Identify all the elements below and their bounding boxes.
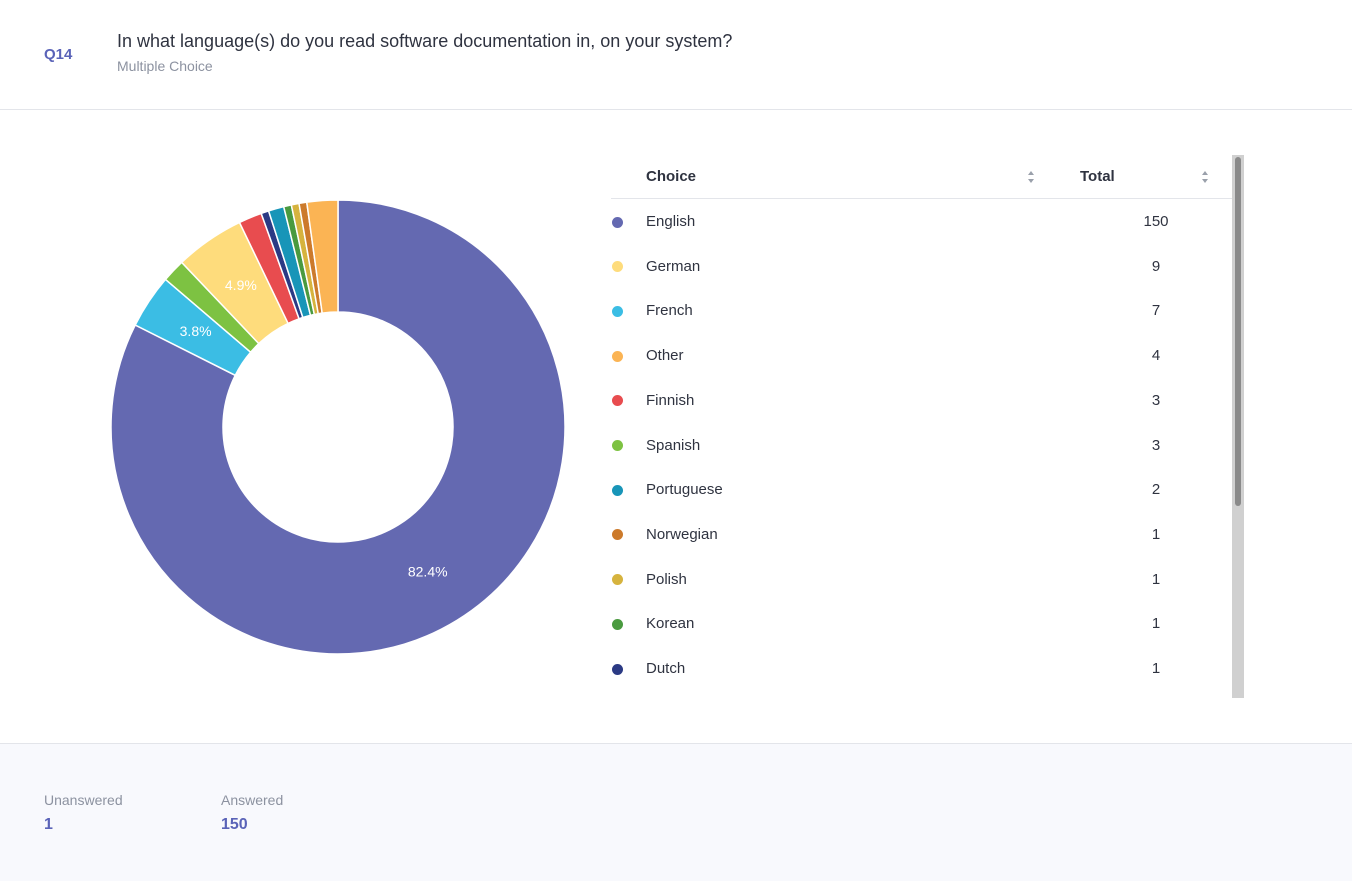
legend-dot bbox=[612, 618, 623, 630]
choice-total: 9 bbox=[1151, 257, 1161, 275]
legend-dot bbox=[612, 574, 623, 586]
column-header: Choice bbox=[646, 168, 697, 185]
choice-total: 7 bbox=[1151, 302, 1161, 320]
choice-label: Dutch bbox=[646, 660, 686, 677]
scrollbar[interactable] bbox=[1232, 155, 1244, 698]
stat-label: Answered bbox=[221, 792, 284, 808]
choice-total: 4 bbox=[1151, 347, 1161, 365]
legend-dot bbox=[612, 440, 623, 451]
stat-value: 150 bbox=[221, 816, 248, 833]
choice-total: 1 bbox=[1151, 660, 1161, 677]
choice-label: Portuguese bbox=[646, 481, 723, 499]
choice-label: Spanish bbox=[646, 436, 701, 454]
choice-label: German bbox=[646, 257, 701, 275]
segment-label: 4.9% bbox=[225, 277, 257, 293]
choice-total: 3 bbox=[1151, 436, 1161, 454]
donut-segment bbox=[110, 199, 566, 655]
results-table: Choice Total English 150 German 9 French 7 Other… bbox=[611, 155, 1232, 698]
header-divider bbox=[611, 198, 1232, 199]
segment-label: 3.8% bbox=[180, 323, 212, 339]
donut-segment bbox=[305, 199, 339, 314]
legend-dot bbox=[612, 484, 623, 496]
question-id: Q14 bbox=[44, 46, 73, 63]
choice-label: French bbox=[646, 302, 693, 320]
choice-label: Polish bbox=[646, 570, 687, 588]
legend-dot bbox=[612, 216, 623, 228]
footer: Unanswered 1 Answered 150 bbox=[0, 743, 1352, 881]
choice-total: 1 bbox=[1151, 570, 1161, 588]
question-header: Q14 In what language(s) do you read soft… bbox=[0, 0, 1352, 110]
choice-label: Norwegian bbox=[646, 525, 718, 543]
choice-total: 2 bbox=[1151, 481, 1161, 499]
stat-label: Unanswered bbox=[44, 792, 123, 808]
question-type: Multiple Choice bbox=[117, 58, 213, 74]
scroll-thumb[interactable] bbox=[1235, 157, 1241, 506]
choice-label: Korean bbox=[646, 615, 695, 633]
sort-icon[interactable] bbox=[1027, 170, 1035, 184]
choice-label: English bbox=[646, 213, 696, 230]
choice-total: 1 bbox=[1151, 525, 1161, 543]
legend-dot bbox=[612, 350, 623, 362]
legend-dot bbox=[612, 663, 623, 675]
legend-dot bbox=[612, 305, 623, 317]
stat-value: 1 bbox=[44, 816, 53, 833]
legend-dot bbox=[612, 261, 623, 273]
choice-label: Finnish bbox=[646, 391, 695, 409]
column-header: Total bbox=[1080, 168, 1115, 185]
donut-chart: 82.4% 3.8% 4.9% bbox=[110, 199, 566, 655]
question-title: In what language(s) do you read software… bbox=[117, 31, 733, 51]
legend-dot bbox=[612, 395, 623, 407]
choice-label: Other bbox=[646, 347, 684, 365]
segment-label: 82.4% bbox=[408, 563, 448, 579]
choice-total: 150 bbox=[1143, 213, 1169, 230]
choice-total: 1 bbox=[1151, 615, 1161, 633]
choice-total: 3 bbox=[1151, 391, 1161, 409]
legend-dot bbox=[612, 529, 623, 541]
sort-icon[interactable] bbox=[1201, 170, 1209, 184]
